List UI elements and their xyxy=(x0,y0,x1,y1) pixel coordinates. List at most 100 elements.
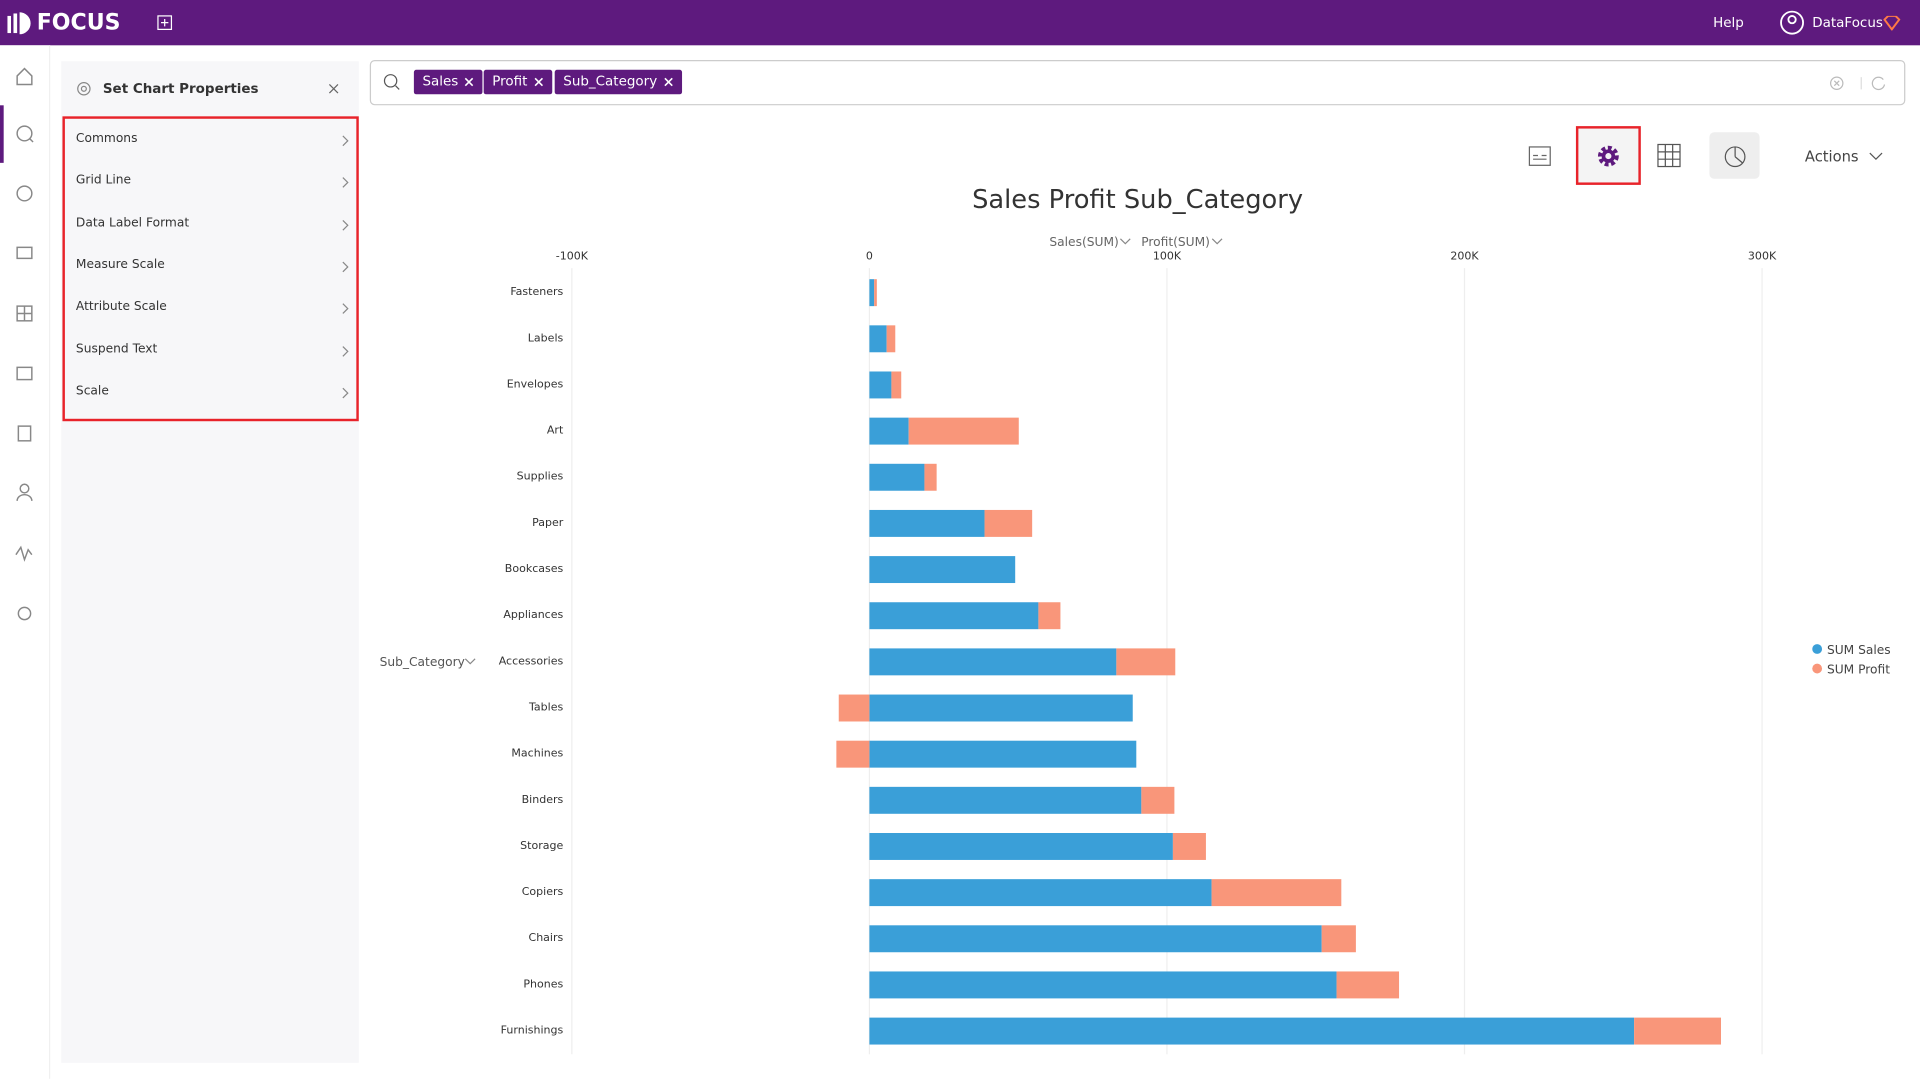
active-indicator xyxy=(0,105,4,163)
badge xyxy=(1883,15,1901,31)
search-controls[interactable] xyxy=(1828,75,1889,92)
menu-item[interactable]: Measure Scale xyxy=(75,258,165,272)
y-tick-label: Copiers xyxy=(522,885,564,898)
settings-button[interactable] xyxy=(1575,126,1641,185)
bar xyxy=(869,463,925,491)
bar xyxy=(869,694,1133,722)
properties-panel: Set Chart Properties Commons Grid Line Dat… xyxy=(61,61,359,1063)
legend-label: SUM Profit xyxy=(1827,662,1890,676)
bar xyxy=(869,417,909,445)
bar xyxy=(869,740,1137,768)
chevron xyxy=(342,135,349,147)
bar xyxy=(869,602,1039,630)
x-tick-label: 100K xyxy=(1153,250,1182,263)
y-tick-label: Bookcases xyxy=(505,562,564,575)
chevron xyxy=(342,261,349,273)
bar xyxy=(869,371,892,399)
new-tab[interactable] xyxy=(157,15,173,31)
x-tick-label: -100K xyxy=(556,250,589,263)
property-menu: Commons Grid Line Data Label Format Measure… xyxy=(62,116,359,422)
x-tick-label: 200K xyxy=(1450,250,1479,263)
bar xyxy=(869,325,887,353)
view-toggle-icon[interactable] xyxy=(1527,144,1554,168)
axis-label-caret xyxy=(1119,238,1131,245)
chart-icon xyxy=(1724,146,1746,168)
axis-label-caret xyxy=(1211,238,1223,245)
nav-icons[interactable] xyxy=(0,45,49,633)
bar xyxy=(891,371,902,399)
y-tick-label: Chairs xyxy=(529,931,564,944)
token-remove[interactable] xyxy=(663,77,673,87)
y-tick-label: Supplies xyxy=(517,470,564,483)
chevron xyxy=(342,345,349,357)
y-axis-caret xyxy=(464,658,476,665)
panel-title: Set Chart Properties xyxy=(102,80,259,97)
bar xyxy=(886,325,896,353)
bar xyxy=(869,879,1212,907)
chart-type-button[interactable] xyxy=(1709,132,1760,179)
menu-item[interactable]: Suspend Text xyxy=(75,342,158,356)
bar xyxy=(908,417,1019,445)
search-token[interactable]: Sales xyxy=(413,69,483,95)
y-tick-label: Paper xyxy=(532,516,564,529)
chevron xyxy=(342,387,349,399)
gear-icon xyxy=(1597,145,1619,167)
axis-label: Sales(SUM) xyxy=(1049,235,1118,249)
x-tick-label: 300K xyxy=(1748,250,1777,263)
logo: FOCUS xyxy=(36,9,121,36)
bar xyxy=(1172,833,1206,860)
menu-item[interactable]: Grid Line xyxy=(75,174,132,188)
token-remove[interactable] xyxy=(464,77,474,87)
bar xyxy=(874,279,877,307)
bar xyxy=(1336,971,1400,999)
menu-item[interactable]: Commons xyxy=(75,132,138,146)
bar xyxy=(869,971,1337,999)
bar xyxy=(869,925,1322,953)
search-token[interactable]: Profit xyxy=(483,69,552,95)
bar xyxy=(924,463,937,491)
token-remove[interactable] xyxy=(534,77,544,87)
actions-caret[interactable] xyxy=(1869,152,1884,162)
bar xyxy=(1141,786,1175,814)
y-tick-label: Phones xyxy=(523,977,563,990)
settings-icon xyxy=(77,82,91,96)
bar xyxy=(1634,1017,1721,1045)
legend-marker xyxy=(1812,663,1823,674)
actions-menu[interactable]: Actions xyxy=(1804,148,1859,166)
close-button[interactable] xyxy=(328,83,339,94)
user-name[interactable]: DataFocus xyxy=(1812,14,1883,31)
y-tick-label: Binders xyxy=(522,793,564,806)
token-text: Sales xyxy=(422,73,459,90)
menu-item[interactable]: Data Label Format xyxy=(75,216,190,230)
bar xyxy=(869,786,1142,814)
legend-label: SUM Sales xyxy=(1827,643,1891,657)
chevron xyxy=(342,177,349,189)
y-tick-label: Storage xyxy=(520,839,563,852)
y-tick-label: Labels xyxy=(528,331,564,344)
axis-label: Profit(SUM) xyxy=(1141,235,1210,249)
y-axis-label: Sub_Category xyxy=(380,655,465,669)
y-tick-label: Art xyxy=(547,424,564,437)
search-token[interactable]: Sub_Category xyxy=(554,69,682,95)
top-bar: FOCUS Help DataFocus xyxy=(0,0,1920,46)
token-text: Profit xyxy=(492,73,528,90)
legend-marker xyxy=(1812,644,1823,654)
y-tick-label: Tables xyxy=(528,700,563,713)
user-icon xyxy=(1780,10,1804,35)
table-icon[interactable] xyxy=(1657,143,1681,168)
search-bar[interactable]: Sales Profit Sub_Category xyxy=(369,60,1906,106)
bar xyxy=(869,1017,1635,1045)
bar xyxy=(869,648,1117,676)
bar xyxy=(1211,879,1342,907)
bar xyxy=(869,509,985,537)
bar xyxy=(838,694,870,722)
menu-item[interactable]: Scale xyxy=(75,384,109,398)
logo-icon xyxy=(7,12,31,35)
chevron xyxy=(342,303,349,315)
help-link[interactable]: Help xyxy=(1713,14,1744,31)
chart-title: Sales Profit Sub_Category xyxy=(972,185,1303,215)
bar xyxy=(1321,925,1356,953)
menu-item[interactable]: Attribute Scale xyxy=(75,300,167,314)
chevron xyxy=(342,219,349,231)
nav-rail xyxy=(0,45,51,1079)
